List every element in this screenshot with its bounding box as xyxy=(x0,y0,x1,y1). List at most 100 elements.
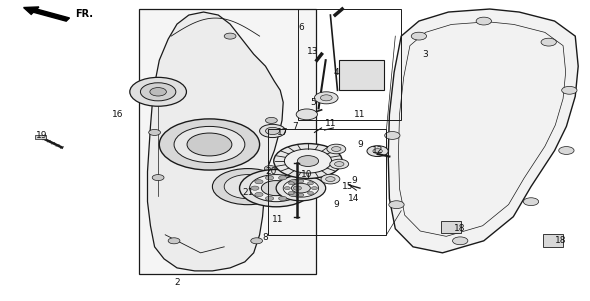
Circle shape xyxy=(260,124,286,138)
Circle shape xyxy=(335,162,344,166)
Text: 14: 14 xyxy=(348,194,360,203)
Circle shape xyxy=(283,179,319,197)
Text: 18: 18 xyxy=(555,236,566,245)
Circle shape xyxy=(541,38,556,46)
Circle shape xyxy=(159,119,260,170)
Circle shape xyxy=(264,166,276,172)
Circle shape xyxy=(289,182,294,185)
Circle shape xyxy=(293,186,301,190)
Circle shape xyxy=(562,86,577,94)
Text: 19: 19 xyxy=(35,131,47,140)
Circle shape xyxy=(168,238,180,244)
Text: FR.: FR. xyxy=(76,8,94,19)
Text: 6: 6 xyxy=(298,23,304,32)
Circle shape xyxy=(251,186,259,190)
Circle shape xyxy=(289,191,294,194)
Circle shape xyxy=(296,109,317,120)
Circle shape xyxy=(224,33,236,39)
Circle shape xyxy=(373,149,382,154)
Circle shape xyxy=(367,146,388,157)
Circle shape xyxy=(476,17,491,25)
Circle shape xyxy=(326,177,335,182)
Text: 7: 7 xyxy=(292,122,298,131)
Circle shape xyxy=(307,191,313,194)
Circle shape xyxy=(224,175,271,199)
Circle shape xyxy=(152,175,164,181)
Bar xyxy=(139,9,316,274)
Circle shape xyxy=(298,194,304,197)
Circle shape xyxy=(411,32,427,40)
Text: 9: 9 xyxy=(333,200,339,209)
Circle shape xyxy=(278,176,287,180)
Polygon shape xyxy=(388,9,578,253)
Bar xyxy=(543,234,563,247)
Text: 21: 21 xyxy=(242,188,254,197)
Text: 9: 9 xyxy=(351,176,357,185)
Bar xyxy=(268,129,386,235)
Polygon shape xyxy=(148,12,283,271)
Circle shape xyxy=(298,180,304,183)
Circle shape xyxy=(332,147,341,151)
Text: 11: 11 xyxy=(324,119,336,128)
Text: 18: 18 xyxy=(454,224,466,233)
Circle shape xyxy=(330,159,349,169)
Circle shape xyxy=(321,174,340,184)
Circle shape xyxy=(240,169,313,207)
Bar xyxy=(35,135,46,139)
Circle shape xyxy=(297,156,319,166)
Circle shape xyxy=(150,88,166,96)
Circle shape xyxy=(312,187,317,190)
Bar xyxy=(339,60,384,90)
Circle shape xyxy=(559,147,574,154)
Text: 20: 20 xyxy=(266,167,277,176)
Circle shape xyxy=(130,77,186,106)
Text: 8: 8 xyxy=(263,233,268,242)
Text: 13: 13 xyxy=(307,47,319,56)
Circle shape xyxy=(266,127,280,135)
Circle shape xyxy=(385,132,400,139)
Text: 10: 10 xyxy=(301,170,313,179)
Circle shape xyxy=(289,180,297,184)
Bar xyxy=(441,221,461,233)
Circle shape xyxy=(255,180,263,184)
Circle shape xyxy=(278,196,287,200)
Text: 9: 9 xyxy=(357,140,363,149)
Circle shape xyxy=(307,182,313,185)
Circle shape xyxy=(276,175,326,201)
Text: 2: 2 xyxy=(174,278,180,287)
Circle shape xyxy=(251,238,263,244)
Text: 5: 5 xyxy=(310,98,316,107)
Circle shape xyxy=(291,183,310,193)
Text: 11: 11 xyxy=(271,215,283,224)
Text: 4: 4 xyxy=(333,68,339,77)
Circle shape xyxy=(453,237,468,245)
Circle shape xyxy=(274,144,342,178)
Circle shape xyxy=(250,175,303,202)
Circle shape xyxy=(327,144,346,154)
Circle shape xyxy=(289,192,297,197)
Circle shape xyxy=(174,126,245,163)
Bar xyxy=(298,9,401,120)
Circle shape xyxy=(389,201,404,209)
Text: 17: 17 xyxy=(277,128,289,137)
Circle shape xyxy=(523,198,539,206)
Circle shape xyxy=(187,133,232,156)
Circle shape xyxy=(149,129,160,135)
Circle shape xyxy=(320,95,332,101)
Circle shape xyxy=(284,149,332,173)
Text: 15: 15 xyxy=(342,182,354,191)
Circle shape xyxy=(266,176,274,180)
Circle shape xyxy=(266,117,277,123)
Circle shape xyxy=(212,169,283,205)
Circle shape xyxy=(266,196,274,200)
Circle shape xyxy=(261,181,291,196)
Circle shape xyxy=(140,83,176,101)
FancyArrow shape xyxy=(24,7,70,21)
Circle shape xyxy=(314,92,338,104)
Text: 16: 16 xyxy=(112,110,124,119)
Text: 3: 3 xyxy=(422,50,428,59)
Circle shape xyxy=(255,192,263,197)
Text: 12: 12 xyxy=(372,146,384,155)
Circle shape xyxy=(284,187,290,190)
Text: 11: 11 xyxy=(354,110,366,119)
